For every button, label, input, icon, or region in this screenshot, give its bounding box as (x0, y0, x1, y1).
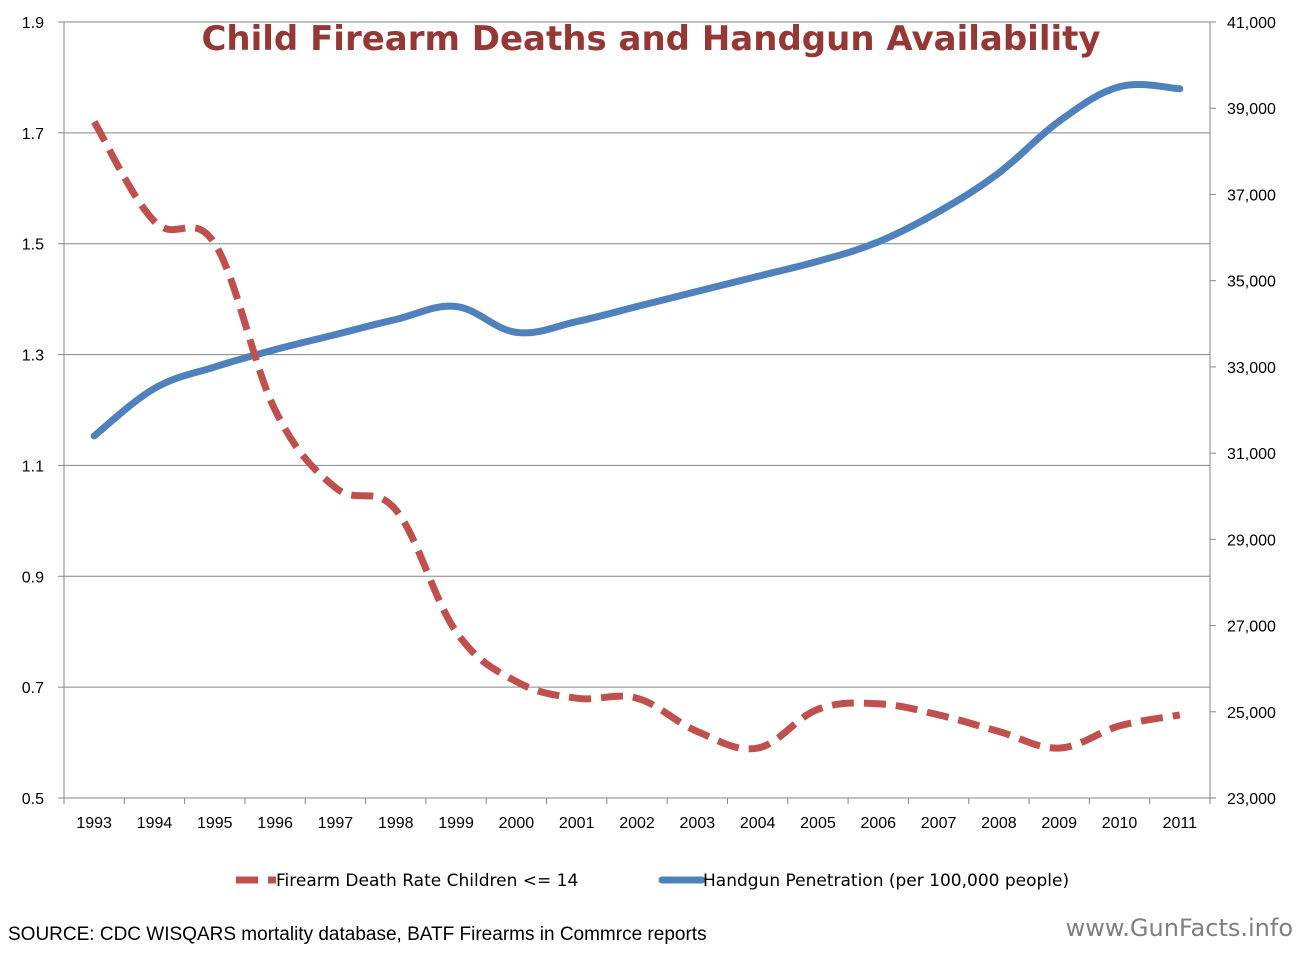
x-tick-label: 2002 (619, 815, 655, 832)
x-tick-label: 1996 (257, 815, 293, 832)
left-tick-label: 1.5 (22, 237, 44, 254)
right-tick-label: 31,000 (1227, 446, 1276, 463)
gridlines (64, 21, 1210, 688)
right-tick-label: 35,000 (1227, 274, 1276, 291)
x-tick-label: 1995 (197, 815, 233, 832)
right-tick-label: 25,000 (1227, 705, 1276, 722)
left-tick-label: 0.5 (22, 791, 44, 808)
left-tick-label: 1.9 (22, 15, 44, 32)
x-tick-label: 2003 (680, 815, 716, 832)
x-tick-label: 1993 (76, 815, 112, 832)
legend: Firearm Death Rate Children <= 14 Handgun… (236, 871, 1069, 891)
x-tick-label: 2006 (860, 815, 896, 832)
x-tick-label: 2010 (1102, 815, 1138, 832)
x-tick-label: 1994 (137, 815, 173, 832)
x-tick-label: 2001 (559, 815, 595, 832)
death-rate-series-line (91, 119, 1181, 753)
left-tick-label: 1.3 (22, 348, 44, 365)
left-tick-label: 0.9 (22, 569, 44, 586)
axes (58, 21, 1216, 804)
site-watermark: www.GunFacts.info (1065, 914, 1293, 942)
x-tick-label: 2005 (800, 815, 836, 832)
x-tick-label: 2000 (499, 815, 535, 832)
right-tick-label: 39,000 (1227, 101, 1276, 118)
x-tick-label: 1999 (438, 815, 474, 832)
right-tick-label: 29,000 (1227, 532, 1276, 549)
series-lines (90, 80, 1184, 753)
right-tick-label: 27,000 (1227, 619, 1276, 636)
x-tick-label: 1998 (378, 815, 414, 832)
x-tick-label: 2007 (921, 815, 957, 832)
x-tick-label: 2011 (1163, 815, 1198, 832)
x-tick-label: 2004 (740, 815, 776, 832)
legend-label: Firearm Death Rate Children <= 14 (276, 871, 578, 891)
right-tick-label: 37,000 (1227, 187, 1276, 204)
series-point (456, 631, 457, 632)
legend-label: Handgun Penetration (per 100,000 people) (703, 871, 1069, 891)
x-axis-ticks: 1993 1994 1995 1996 1997 1998 1999 2000 2001 2002… (76, 815, 1197, 832)
left-tick-label: 1.1 (22, 458, 44, 475)
handgun-series-line (90, 80, 1184, 440)
chart-title: Child Firearm Deaths and Handgun Availab… (201, 19, 1100, 59)
x-tick-label: 2008 (981, 815, 1017, 832)
left-axis-ticks: 0.5 0.7 0.9 1.1 1.3 1.5 1.7 1.9 (22, 15, 44, 808)
right-axis-ticks: 23,000 25,000 27,000 29,000 31,000 33,000 35,0… (1227, 15, 1276, 808)
source-note: SOURCE: CDC WISQARS mortality database, … (8, 924, 707, 945)
left-tick-label: 1.7 (22, 126, 44, 143)
right-tick-label: 41,000 (1227, 15, 1276, 32)
right-tick-label: 33,000 (1227, 360, 1276, 377)
x-tick-label: 1997 (318, 815, 354, 832)
left-tick-label: 0.7 (22, 680, 44, 697)
x-tick-label: 2009 (1041, 815, 1077, 832)
right-tick-label: 23,000 (1227, 791, 1276, 808)
